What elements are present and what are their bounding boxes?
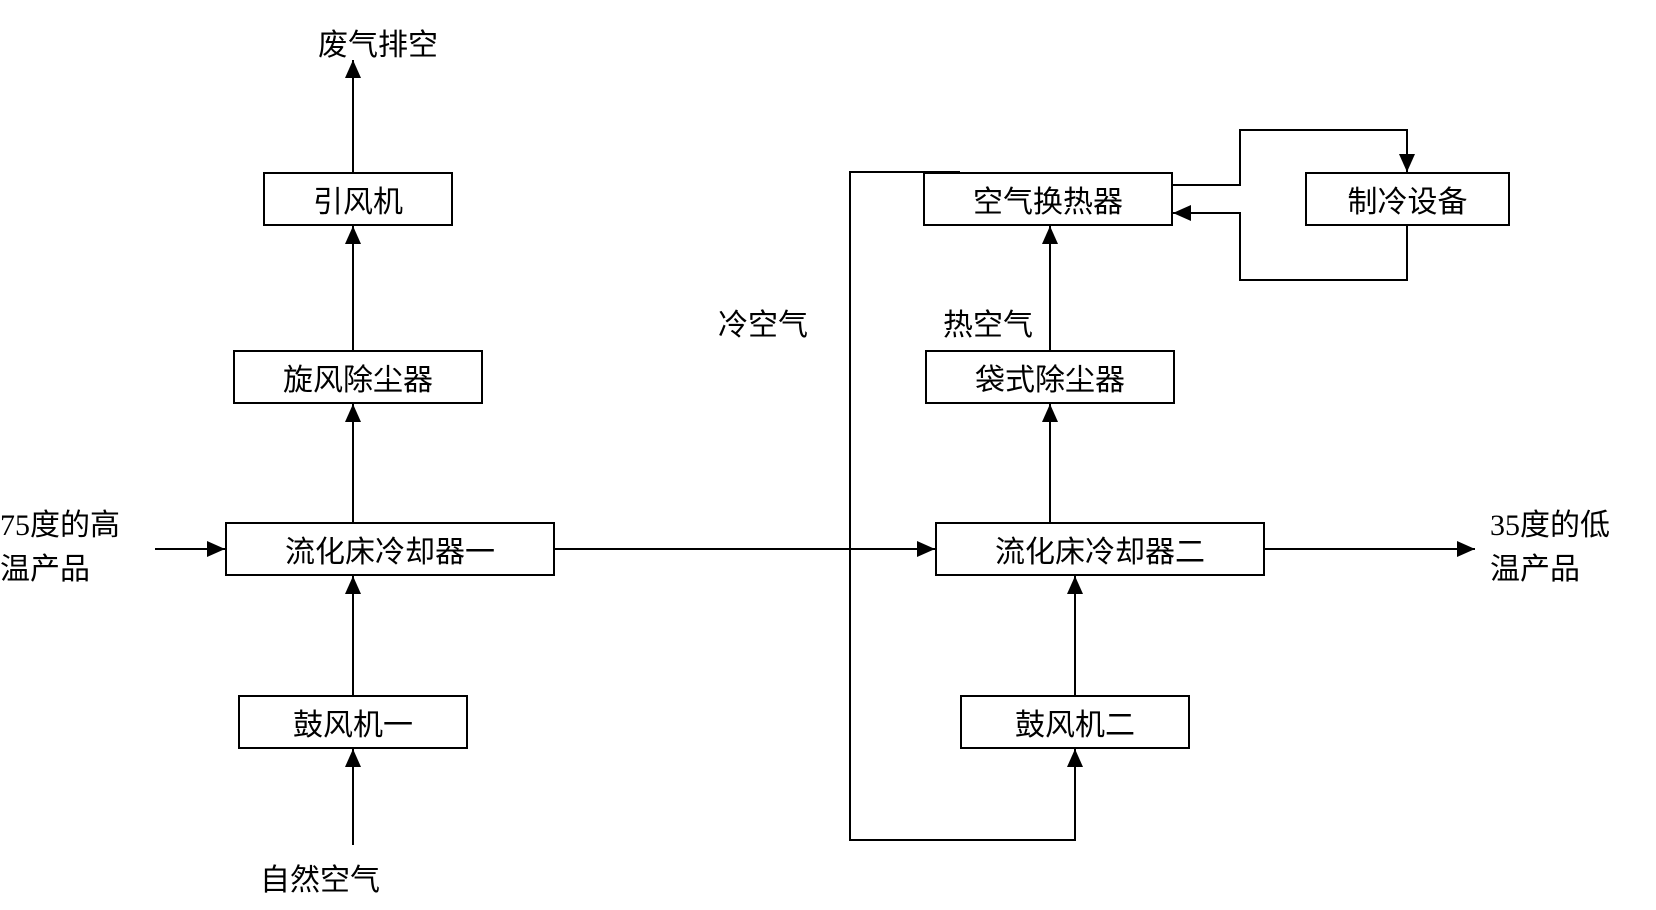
arrowhead-e-cyclone-fan	[345, 226, 361, 244]
arrowhead-e-blower2-fbc2	[1067, 576, 1083, 594]
arrowhead-e-fbc2-out	[1457, 541, 1475, 557]
node-induced_fan: 引风机	[263, 172, 453, 226]
label-out_product: 35度的低 温产品	[1490, 500, 1610, 588]
node-fbc1: 流化床冷却器一	[225, 522, 555, 576]
node-bag_filter: 袋式除尘器	[925, 350, 1175, 404]
label-in_product: 75度的高 温产品	[0, 500, 120, 588]
arrowhead-e-in-fbc1	[207, 541, 225, 557]
label-cold_air: 冷空气	[718, 300, 808, 344]
arrowhead-e-hx-down-to-blower2	[1067, 749, 1083, 767]
node-air_hx: 空气换热器	[923, 172, 1173, 226]
node-fbc2: 流化床冷却器二	[935, 522, 1265, 576]
node-cyclone: 旋风除尘器	[233, 350, 483, 404]
label-natural_air: 自然空气	[260, 855, 380, 899]
arrowhead-e-blower1-fbc1	[345, 576, 361, 594]
label-hot_air: 热空气	[943, 300, 1033, 344]
node-refrig: 制冷设备	[1305, 172, 1510, 226]
node-blower2: 鼓风机二	[960, 695, 1190, 749]
label-exhaust: 废气排空	[318, 20, 438, 64]
arrowhead-e-fbc2-bag	[1042, 404, 1058, 422]
arrowhead-e-refrig-hx-bot	[1173, 205, 1191, 221]
arrowhead-e-fbc1-cyclone	[345, 404, 361, 422]
arrowhead-e-hx-refrig-top	[1399, 154, 1415, 172]
arrowhead-e-natair-blower1	[345, 749, 361, 767]
arrowhead-e-fbc1-fbc2	[917, 541, 935, 557]
arrowhead-e-bag-hx	[1042, 226, 1058, 244]
node-blower1: 鼓风机一	[238, 695, 468, 749]
